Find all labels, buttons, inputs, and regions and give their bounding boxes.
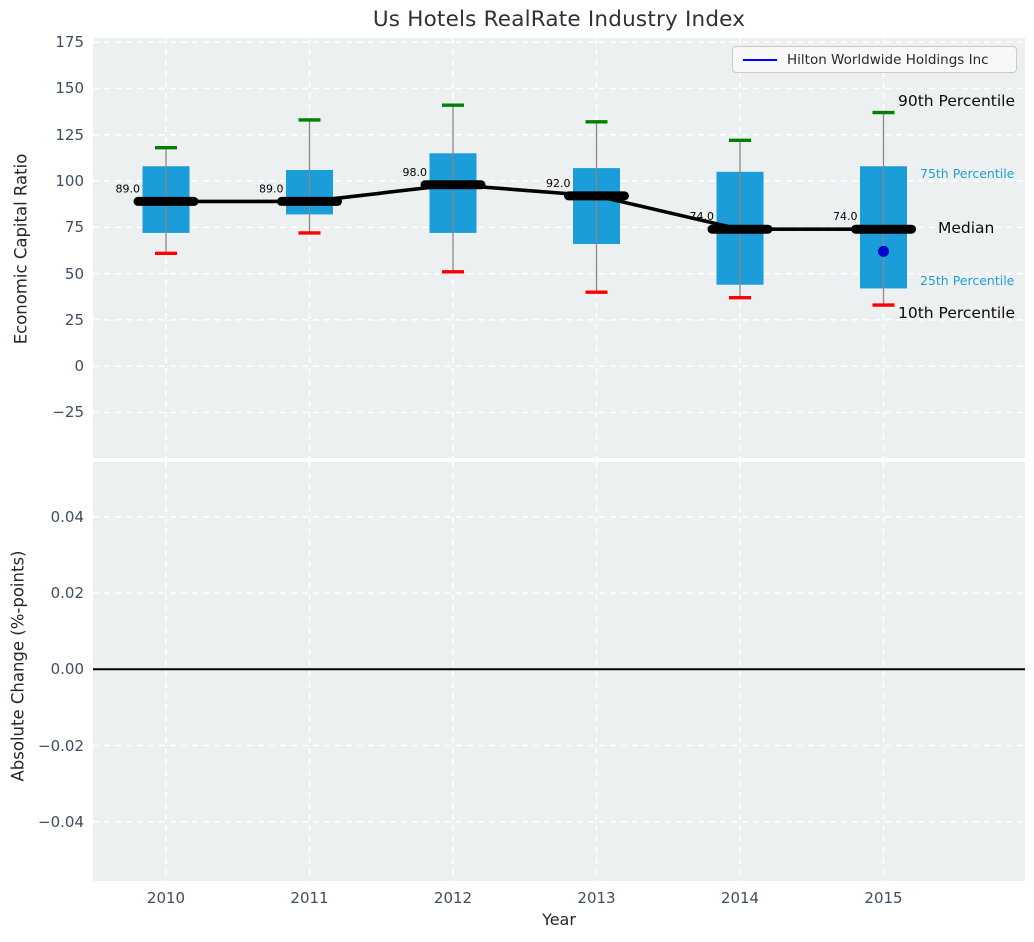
y-tick-label: 75 xyxy=(64,218,84,237)
bottom-plot xyxy=(93,462,1025,881)
median-value-label: 74.0 xyxy=(690,210,715,223)
legend: Hilton Worldwide Holdings Inc xyxy=(732,46,1017,73)
y-tick-label: 50 xyxy=(64,264,84,283)
x-tick-label: 2010 xyxy=(146,889,186,907)
top-plot: 89.0 89.0 98.0 92.0 74.0 74.0 xyxy=(93,38,1025,458)
legend-label: Hilton Worldwide Holdings Inc xyxy=(787,51,989,68)
x-tick-label: 2011 xyxy=(290,889,329,907)
y-tick-label: −25 xyxy=(52,403,84,422)
top-plot-canvas: 89.0 89.0 98.0 92.0 74.0 74.0 xyxy=(93,38,1025,458)
company-point xyxy=(878,245,889,257)
y-tick-label: 25 xyxy=(64,310,84,329)
annotation-90th-percentile: 90th Percentile xyxy=(898,92,1016,110)
median-value-label: 89.0 xyxy=(116,182,141,195)
y-tick-label: 150 xyxy=(55,79,84,98)
y-tick-label: 0.02 xyxy=(50,584,84,603)
y-tick-label: 125 xyxy=(55,125,84,144)
x-axis-label: Year xyxy=(542,910,576,929)
y-tick-label: 175 xyxy=(55,33,84,52)
median-value-label: 89.0 xyxy=(259,182,284,195)
x-tick-label: 2013 xyxy=(577,889,616,907)
median-value-label: 92.0 xyxy=(546,177,571,190)
legend-line-icon xyxy=(743,58,777,61)
annotation-10th-percentile: 10th Percentile xyxy=(898,304,1016,322)
bottom-plot-canvas xyxy=(93,462,1025,881)
annotation-75th-percentile: 75th Percentile xyxy=(920,166,1015,181)
annotation-median: Median xyxy=(938,219,995,237)
median-value-label: 98.0 xyxy=(403,166,428,179)
x-tick-label: 2015 xyxy=(864,889,903,907)
y-tick-label: −0.04 xyxy=(38,812,84,831)
x-tick-label: 2012 xyxy=(433,889,473,907)
y-tick-label: 0.04 xyxy=(50,507,84,526)
chart-title: Us Hotels RealRate Industry Index xyxy=(372,7,746,32)
y-tick-label: 0 xyxy=(74,357,84,376)
y-tick-label: 0.00 xyxy=(50,660,84,679)
y-tick-label: 100 xyxy=(55,172,84,191)
median-value-label: 74.0 xyxy=(833,210,858,223)
x-tick-label: 2014 xyxy=(720,889,760,907)
annotation-25th-percentile: 25th Percentile xyxy=(920,273,1015,288)
y-tick-label: −0.02 xyxy=(38,736,84,755)
